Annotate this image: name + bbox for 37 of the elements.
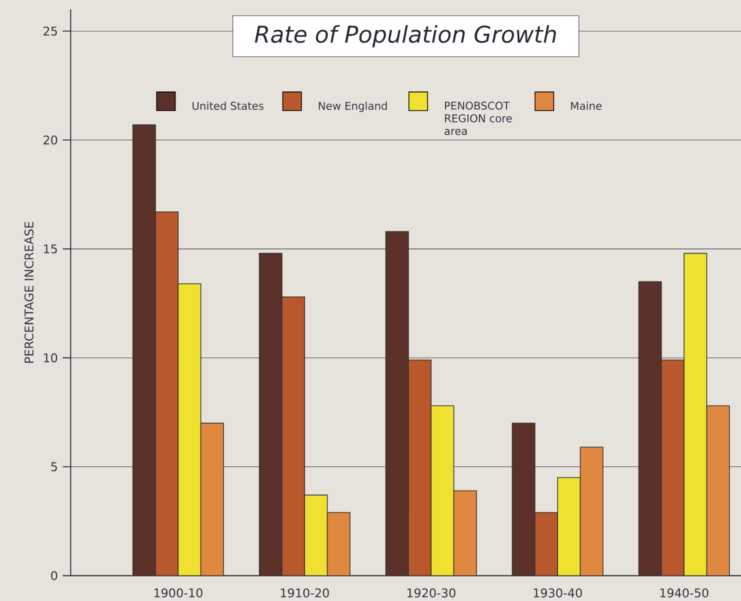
bar — [684, 252, 708, 576]
bar — [706, 405, 730, 576]
legend-label: New England — [318, 102, 387, 112]
y-tick-label: 10 — [44, 353, 58, 362]
text: Rate of Population Growth — [254, 25, 556, 48]
x-tick-label: 1900-10 — [154, 588, 202, 598]
bar — [638, 281, 662, 576]
bar — [580, 446, 604, 576]
bar — [282, 296, 306, 576]
bar — [453, 490, 477, 576]
x-tick-label: 1910-20 — [280, 588, 329, 598]
bar — [178, 283, 202, 576]
y-tick-label: 5 — [51, 462, 57, 472]
bar — [534, 512, 558, 576]
bar — [430, 405, 454, 576]
y-tick-label: 20 — [44, 135, 58, 145]
bar — [512, 422, 536, 576]
bar — [326, 512, 350, 576]
legend-label: United States — [192, 102, 264, 110]
x-tick-label: 1940-50 — [660, 588, 708, 598]
bar — [557, 477, 581, 576]
bar — [258, 252, 282, 576]
x-tick-label: 1920-30 — [407, 588, 456, 598]
x-tick-label: 1930-40 — [534, 588, 582, 598]
y-axis-title: PERCENTAGE INCREASE — [24, 222, 34, 363]
bar — [408, 360, 432, 576]
bar — [132, 124, 156, 576]
bar — [304, 494, 328, 576]
bar — [200, 422, 224, 576]
y-tick-label: 25 — [44, 26, 57, 36]
y-tick-label: 15 — [44, 244, 57, 254]
legend-label: Maine — [571, 102, 602, 110]
legend-label: PENOBSCOT REGION core area — [444, 102, 512, 136]
bar — [385, 231, 409, 576]
bar — [155, 212, 179, 576]
bar — [661, 360, 684, 576]
y-tick-label: 0 — [51, 571, 58, 580]
